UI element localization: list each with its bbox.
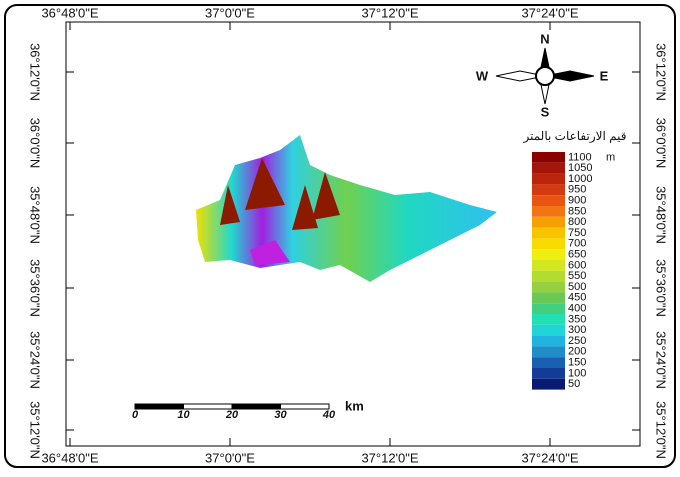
lat-label: 35°36'0"N <box>654 259 669 317</box>
legend-label: 650 <box>568 249 586 261</box>
lat-label: 36°12'0"N <box>28 43 43 101</box>
legend-label: 950 <box>568 184 586 196</box>
legend-label: 1100 <box>568 151 592 163</box>
scale-label: 0 <box>132 409 139 421</box>
scale-label: 30 <box>274 409 287 421</box>
lat-label: 35°48'0"N <box>654 186 669 244</box>
legend-label: 550 <box>568 270 586 282</box>
lat-label: 35°48'0"N <box>28 186 43 244</box>
legend-label: 200 <box>568 346 586 358</box>
lon-label: 37°12'0"E <box>361 450 418 465</box>
legend-label: 50 <box>568 378 580 390</box>
legend-label: 500 <box>568 281 586 293</box>
compass <box>495 47 595 105</box>
legend-swatch <box>532 260 565 271</box>
legend-label: 350 <box>568 313 586 325</box>
legend-swatch <box>532 357 565 368</box>
legend-label: 600 <box>568 259 586 271</box>
scale-segment <box>183 403 233 410</box>
lat-label: 35°12'0"N <box>654 401 669 459</box>
scale-segment <box>134 403 184 410</box>
lon-label: 36°48'0"E <box>41 5 98 20</box>
lat-label: 36°0'0"N <box>654 118 669 169</box>
lat-label: 36°0'0"N <box>28 118 43 169</box>
terrain <box>196 135 497 282</box>
lon-label: 37°0'0"E <box>205 5 255 20</box>
outer-border <box>4 4 676 468</box>
legend-label: 450 <box>568 292 586 304</box>
legend-swatch <box>532 303 565 314</box>
legend-label: 1050 <box>568 162 592 174</box>
legend-swatch <box>532 324 565 336</box>
lat-label: 36°12'0"N <box>654 43 669 101</box>
legend-swatch <box>532 270 565 282</box>
legend-swatch <box>532 238 565 250</box>
scale-label: 20 <box>225 409 239 421</box>
scale-label: 40 <box>322 409 336 421</box>
valley <box>250 240 290 265</box>
legend-swatch <box>532 216 565 228</box>
scale-segment <box>231 403 281 410</box>
legend-swatch <box>532 249 565 260</box>
legend-swatch <box>532 184 565 196</box>
lat-label: 35°12'0"N <box>28 401 43 459</box>
legend-label: 400 <box>568 303 586 315</box>
legend-swatch <box>532 368 565 379</box>
scale-unit: km <box>345 398 364 413</box>
legend-label: 100 <box>568 367 586 379</box>
legend-label: 750 <box>568 227 586 239</box>
legend-swatch <box>532 152 565 163</box>
scale-label: 10 <box>177 409 190 421</box>
legend-swatch <box>532 206 565 217</box>
legend-swatch <box>532 227 565 239</box>
lon-label: 37°12'0"E <box>361 5 418 20</box>
compass-e: E <box>600 68 609 83</box>
lat-label: 35°24'0"N <box>28 331 43 389</box>
legend-label: 250 <box>568 335 586 347</box>
legend-label: 700 <box>568 238 586 250</box>
legend-label: 300 <box>568 324 586 336</box>
legend-swatch <box>532 335 565 347</box>
legend-swatch <box>532 346 565 358</box>
legend-swatch <box>532 173 565 185</box>
legend-unit: m <box>606 151 615 163</box>
legend-label: 900 <box>568 195 586 207</box>
lon-label: 36°48'0"E <box>41 450 98 465</box>
legend-label: 1000 <box>568 173 592 185</box>
legend-title: قيم الارتفاعات بالمتر <box>523 129 627 143</box>
lon-label: 37°24'0"E <box>521 5 578 20</box>
compass-n: N <box>540 31 549 46</box>
legend-swatch <box>532 162 565 174</box>
lon-label: 37°24'0"E <box>521 450 578 465</box>
legend-label: 850 <box>568 205 586 217</box>
lat-label: 35°24'0"N <box>654 331 669 389</box>
legend-swatch <box>532 314 565 325</box>
compass-s: S <box>541 104 550 119</box>
legend-swatch <box>532 195 565 206</box>
legend-swatch <box>532 281 565 293</box>
lon-label: 37°0'0"E <box>205 450 255 465</box>
legend-swatch <box>532 292 565 304</box>
compass-w: W <box>476 68 489 83</box>
legend-label: 150 <box>568 357 586 369</box>
scale-segment <box>280 403 330 410</box>
lat-label: 35°36'0"N <box>28 259 43 317</box>
legend-label: 800 <box>568 216 586 228</box>
peaks <box>220 158 340 230</box>
legend-swatch <box>532 378 565 390</box>
